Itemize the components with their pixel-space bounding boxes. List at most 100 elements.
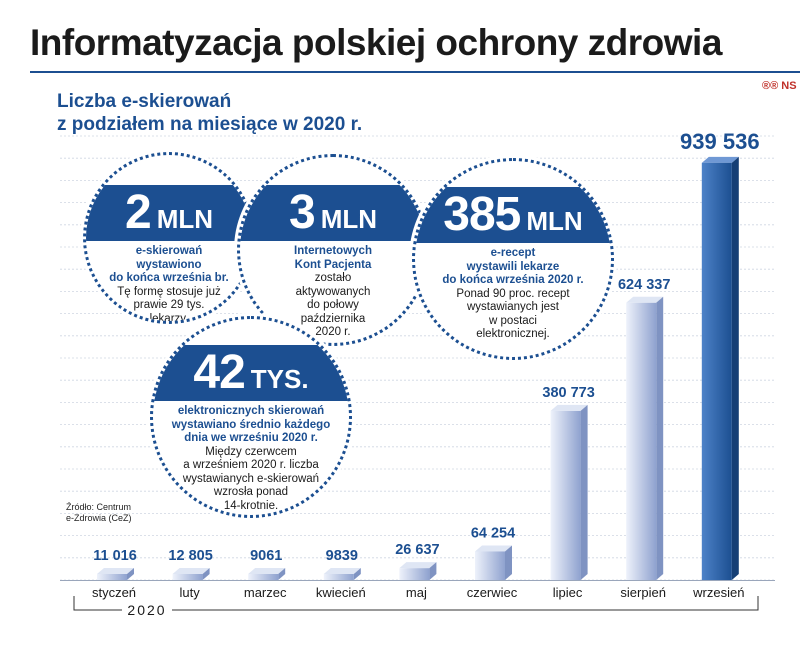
year-label: 2020 xyxy=(127,602,166,618)
bar-side xyxy=(278,568,286,580)
callout-band: 385 MLN xyxy=(415,187,611,243)
bar xyxy=(172,574,203,580)
bar-top xyxy=(97,568,134,574)
callout-band: 42 TYS. xyxy=(153,345,349,401)
callout-highlight-line: wystawiono xyxy=(136,258,202,271)
category-label: wrzesień xyxy=(692,585,744,600)
callout-value: 2 xyxy=(124,186,152,239)
bar xyxy=(701,162,732,580)
bar-side xyxy=(127,568,134,580)
value-label: 11 016 xyxy=(93,548,137,564)
category-label: czerwiec xyxy=(467,585,518,600)
callout-highlight-line: do końca września br. xyxy=(109,272,229,284)
bar-side xyxy=(429,562,437,580)
bar-side xyxy=(202,568,210,580)
bar xyxy=(626,302,657,580)
callout-body-line: Między czerwcem xyxy=(205,445,297,458)
value-label: 9839 xyxy=(326,548,358,564)
callout-body-line: Ponad 90 proc. recept xyxy=(456,287,570,300)
bar-top xyxy=(550,404,588,411)
page-title: Informatyzacja polskiej ochrony zdrowia xyxy=(30,22,722,63)
callout-unit: TYS. xyxy=(250,364,309,394)
value-label: 12 805 xyxy=(168,548,212,564)
bar xyxy=(323,574,354,580)
value-label: 624 337 xyxy=(618,277,670,293)
callout-value: 385 xyxy=(443,188,521,241)
bar-top xyxy=(248,568,286,574)
bar-top xyxy=(475,545,512,552)
callout-highlight-line: e-skierowań xyxy=(135,245,203,257)
source-line: e-Zdrowia (CeZ) xyxy=(66,513,132,523)
callout-highlight-line: dnia we wrześniu 2020 r. xyxy=(184,432,318,444)
publisher-logo: ®® NS xyxy=(762,80,797,92)
callout-text: elektronicznych skierowań wystawiano śre… xyxy=(153,405,349,513)
callout-body-line: lekarzy. xyxy=(149,312,189,324)
chart-subtitle: Liczba e-skierowań z podziałem na miesią… xyxy=(57,90,362,136)
bar-top xyxy=(323,568,361,574)
value-label: 9061 xyxy=(250,548,282,564)
callout-body-line: wzrosła ponad xyxy=(213,486,289,498)
callout-body-line: Tę formę stosuje już xyxy=(117,285,221,298)
value-label: 380 773 xyxy=(542,385,594,401)
callout-highlight-line: do końca września 2020 r. xyxy=(442,274,584,286)
category-label: maj xyxy=(406,585,427,600)
callout-body-line: października xyxy=(300,312,366,325)
category-label: styczeń xyxy=(92,585,136,600)
callout-unit: MLN xyxy=(156,204,214,234)
category-label: kwiecień xyxy=(316,585,366,600)
bar-side xyxy=(656,296,664,580)
callout-body-line: 14-krotnie. xyxy=(223,499,279,512)
callout-highlight-line: Kont Pacjenta xyxy=(294,258,372,271)
callout-body-line: w postaci xyxy=(489,314,537,327)
callout-body-line: 2020 r. xyxy=(315,326,351,338)
bar-side xyxy=(580,404,588,580)
bar xyxy=(475,551,505,580)
callout-unit: MLN xyxy=(320,204,378,234)
category-label: lipiec xyxy=(553,585,583,600)
bar xyxy=(97,574,127,580)
bar-top xyxy=(626,296,664,303)
source-line: Źródło: Centrum xyxy=(66,502,132,512)
callout-body-line: elektronicznej. xyxy=(476,328,550,340)
source-note: Źródło: Centrum e-Zdrowia (CeZ) xyxy=(66,502,132,524)
category-label: marzec xyxy=(244,585,287,600)
callout-body-line: wystawianych e-skierowań xyxy=(182,472,320,485)
callout-body-line: zostało xyxy=(314,272,352,284)
bar-top xyxy=(701,156,739,163)
bar xyxy=(550,410,581,580)
category-label: sierpień xyxy=(620,585,666,600)
callout-unit: MLN xyxy=(526,206,583,236)
callout-value: 3 xyxy=(288,186,316,239)
bar-side xyxy=(731,156,739,581)
bar-top xyxy=(399,562,437,569)
year-bracket xyxy=(73,596,759,611)
callout-body-line: a wrześniem 2020 r. liczba xyxy=(183,459,319,471)
callout-circle-e-recepty: 385 MLN e-recept wystawili lekarze do koń… xyxy=(412,158,614,360)
bar-side xyxy=(353,568,361,580)
bar-top xyxy=(172,568,210,574)
value-label: 64 254 xyxy=(471,525,515,541)
callout-band: 2 MLN xyxy=(86,185,252,241)
callout-circle-konta-pacjenta: 3 MLN Internetowych Kont Pacjenta zostało… xyxy=(237,154,429,346)
bar-side xyxy=(505,545,512,580)
subtitle-line: Liczba e-skierowań xyxy=(57,91,232,112)
callout-body-line: aktywowanych xyxy=(295,285,371,298)
callout-circle-srednio-dziennie: 42 TYS. elektronicznych skierowań wystawi… xyxy=(150,316,352,518)
callout-highlight-line: wystawili lekarze xyxy=(466,260,560,273)
callout-text: Internetowych Kont Pacjenta zostało akty… xyxy=(240,245,426,340)
callout-body-line: wystawianych jest xyxy=(466,301,560,313)
value-label: 26 637 xyxy=(395,542,439,558)
callout-body-line: prawie 29 tys. xyxy=(133,299,205,311)
callout-text: e-recept wystawili lekarze do końca wrze… xyxy=(415,247,611,342)
callout-text: e-skierowań wystawiono do końca września… xyxy=(86,245,252,324)
callout-band: 3 MLN xyxy=(240,185,426,241)
callout-circle-e-skierowania: 2 MLN e-skierowań wystawiono do końca wrz… xyxy=(83,152,255,324)
callout-highlight-line: Internetowych xyxy=(294,245,372,257)
callout-highlight-line: elektronicznych skierowań xyxy=(177,405,325,417)
callout-highlight-line: e-recept xyxy=(490,247,536,259)
bar xyxy=(248,574,279,580)
callout-value: 42 xyxy=(193,346,245,399)
title-rule xyxy=(30,71,800,73)
category-label: luty xyxy=(179,585,200,600)
bar xyxy=(399,568,430,580)
